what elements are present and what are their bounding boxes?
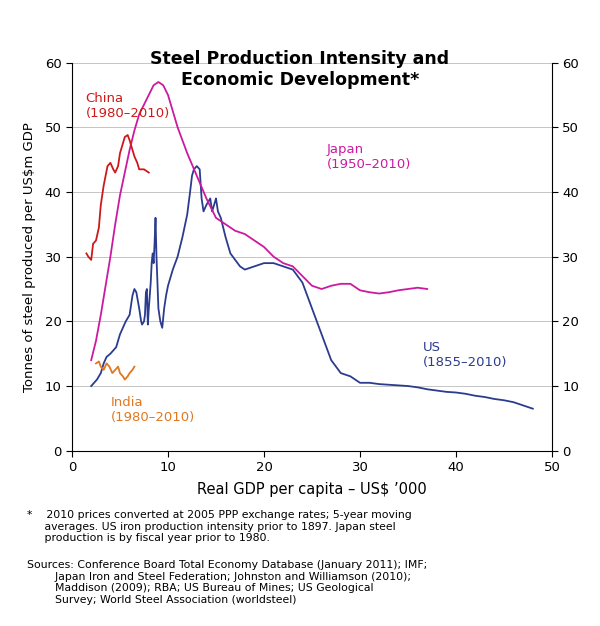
Text: US
(1855–2010): US (1855–2010) xyxy=(422,341,507,369)
Text: *    2010 prices converted at 2005 PPP exchange rates; 5-year moving
     averag: * 2010 prices converted at 2005 PPP exch… xyxy=(27,510,412,543)
Text: Steel Production Intensity and
Economic Development*: Steel Production Intensity and Economic … xyxy=(151,50,449,89)
Text: China
(1980–2010): China (1980–2010) xyxy=(85,92,170,120)
Text: India
(1980–2010): India (1980–2010) xyxy=(110,396,194,424)
Text: Japan
(1950–2010): Japan (1950–2010) xyxy=(326,143,411,172)
Text: Sources: Conference Board Total Economy Database (January 2011); IMF;
        Ja: Sources: Conference Board Total Economy … xyxy=(27,560,427,605)
Y-axis label: Tonnes of steel produced per US$m GDP: Tonnes of steel produced per US$m GDP xyxy=(23,121,37,392)
X-axis label: Real GDP per capita – US$ ’000: Real GDP per capita – US$ ’000 xyxy=(197,483,427,498)
